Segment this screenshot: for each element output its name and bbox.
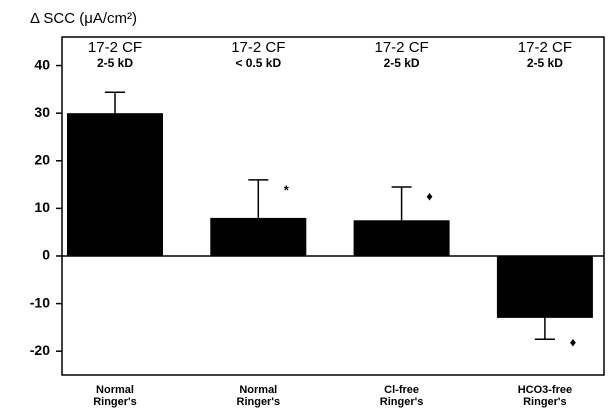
x-tick-label: Cl-free Ringer's <box>379 384 424 408</box>
size-label: 2-5 kD <box>384 56 420 70</box>
y-tick-label: -20 <box>30 342 50 358</box>
bar <box>496 255 593 318</box>
y-tick-label: -10 <box>30 294 50 310</box>
plot-frame <box>61 36 605 376</box>
significance-marker: ♦ <box>426 188 433 203</box>
significance-marker: * <box>284 183 290 198</box>
group-label: 17-2 CF <box>231 39 285 56</box>
significance-marker: ♦ <box>570 335 577 350</box>
y-tick-label: 40 <box>34 56 50 72</box>
bar <box>353 220 450 256</box>
bar <box>210 217 307 256</box>
size-label: 2-5 kD <box>527 56 563 70</box>
size-label: < 0.5 kD <box>235 56 281 70</box>
y-tick-label: 20 <box>34 151 50 167</box>
y-tick-label: 0 <box>42 247 50 263</box>
x-tick-label: Normal Ringer's <box>236 384 281 408</box>
size-label: 2-5 kD <box>97 56 133 70</box>
group-label: 17-2 CF <box>375 39 429 56</box>
y-tick-label: 10 <box>34 199 50 215</box>
bar <box>67 113 163 256</box>
group-label: 17-2 CF <box>518 39 572 56</box>
y-tick-label: 30 <box>34 104 50 120</box>
chart-title: Δ SCC (μA/cm²) <box>30 10 137 27</box>
x-tick-label: HCO3-free Ringer's <box>517 384 573 408</box>
x-tick-label: Normal Ringer's <box>93 384 137 408</box>
group-label: 17-2 CF <box>88 39 142 56</box>
